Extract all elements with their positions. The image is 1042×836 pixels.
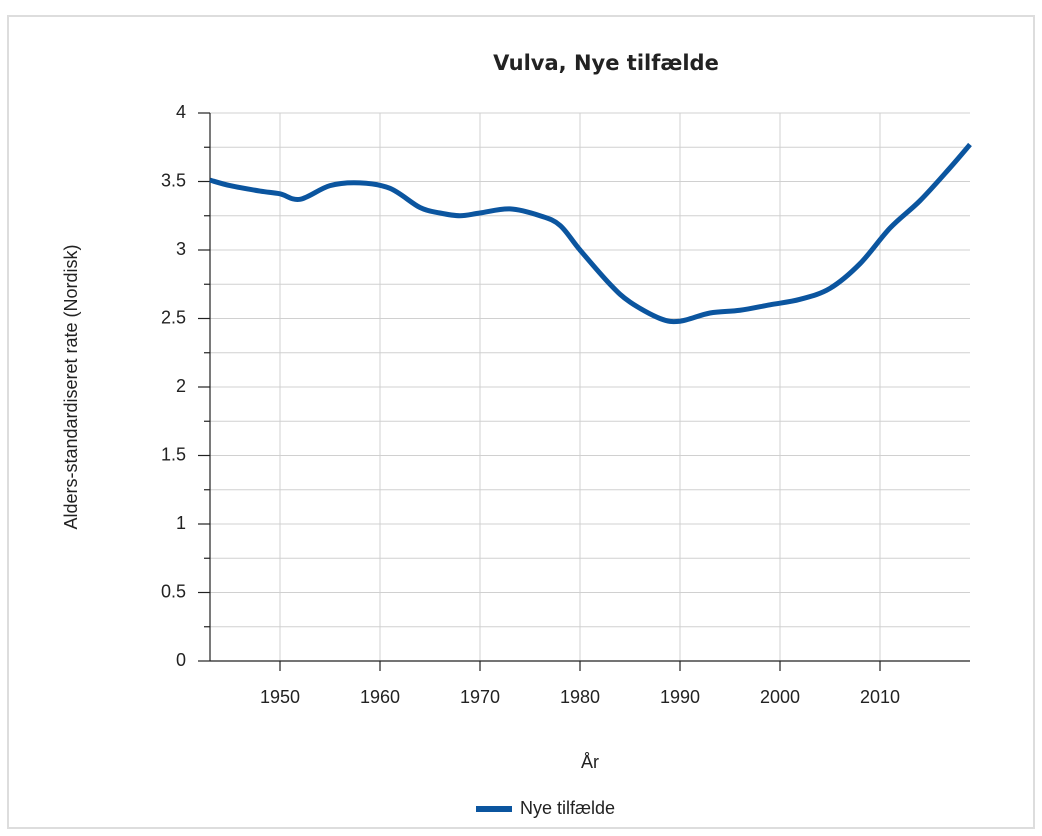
x-tick-label: 1960 (360, 687, 400, 707)
x-tick-label: 2000 (760, 687, 800, 707)
y-tick-label: 4 (176, 102, 186, 122)
y-tick-label: 1.5 (161, 444, 186, 464)
line (209, 142, 972, 325)
x-tick-label: 1970 (460, 687, 500, 707)
legend-label: Nye tilfælde (520, 798, 615, 818)
x-axis-label: År (581, 752, 599, 772)
y-tick-label: 3.5 (161, 170, 186, 190)
y-tick-label: 2.5 (161, 307, 186, 327)
y-tick-label: 1 (176, 513, 186, 533)
x-tick-label: 1990 (660, 687, 700, 707)
y-tick-label: 2 (176, 376, 186, 396)
y-tick-label: 0.5 (161, 581, 186, 601)
x-tick-label: 1980 (560, 687, 600, 707)
x-tick-label: 1950 (260, 687, 300, 707)
frame (7, 15, 1035, 829)
chart-title: Vulva, Nye tilfælde (493, 51, 719, 75)
y-tick-label: 3 (176, 239, 186, 259)
y-tick-label: 0 (176, 650, 186, 670)
y-axis-label: Alders-standardiseret rate (Nordisk) (61, 244, 81, 529)
x-tick-label: 2010 (860, 687, 900, 707)
